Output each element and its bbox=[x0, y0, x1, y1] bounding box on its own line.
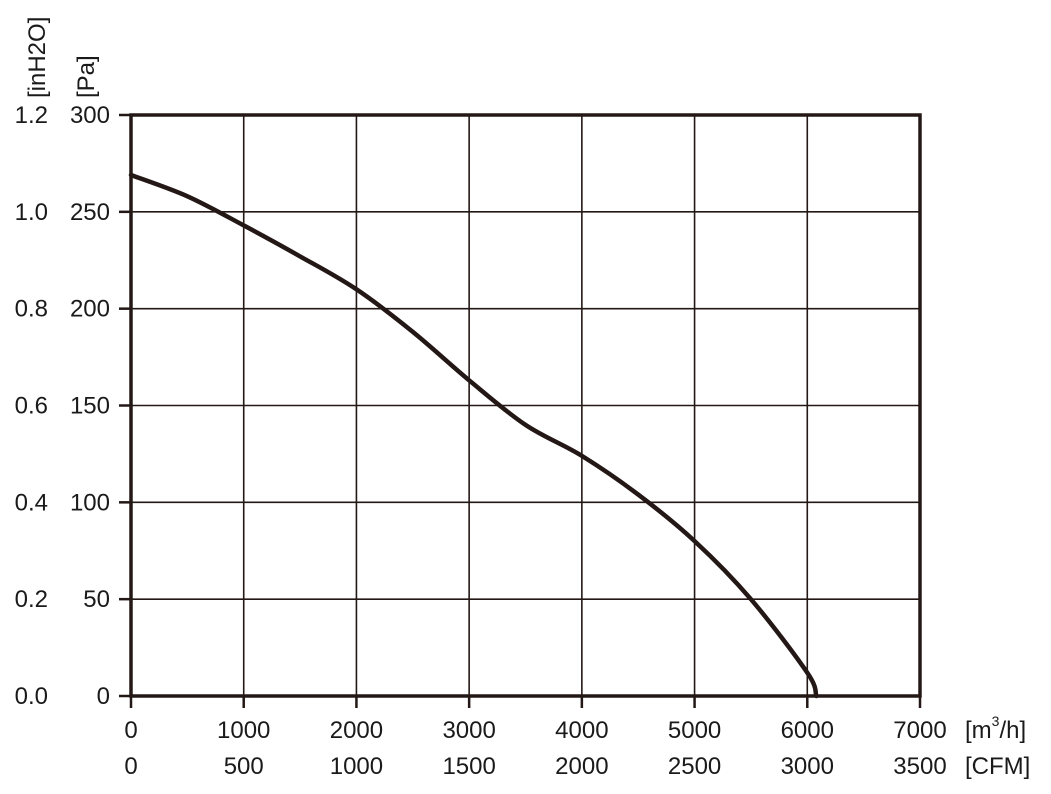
y-primary-tick-label: 200 bbox=[70, 296, 110, 323]
y-secondary-tick-label: 0.8 bbox=[15, 296, 48, 323]
x-primary-unit-label: [m3/h] bbox=[965, 713, 1026, 744]
x-secondary-tick-label: 1000 bbox=[330, 753, 383, 780]
x-secondary-tick-label: 2000 bbox=[555, 753, 608, 780]
y-secondary-tick-label: 1.2 bbox=[15, 102, 48, 129]
y-secondary-tick-label: 0.2 bbox=[15, 586, 48, 613]
x-secondary-tick-label: 2500 bbox=[668, 753, 721, 780]
y-primary-tick-label: 300 bbox=[70, 102, 110, 129]
x-secondary-tick-label: 1500 bbox=[442, 753, 495, 780]
grid bbox=[131, 115, 920, 696]
y-secondary-tick-label: 0.0 bbox=[15, 683, 48, 710]
x-secondary-tick-label: 3500 bbox=[893, 753, 946, 780]
x-secondary-tick-label: 3000 bbox=[781, 753, 834, 780]
y-primary-tick-label: 100 bbox=[70, 489, 110, 516]
y-primary-unit-label: [Pa] bbox=[73, 55, 100, 98]
x-primary-tick-label: 7000 bbox=[893, 717, 946, 744]
x-secondary-unit-label: [CFM] bbox=[965, 753, 1030, 780]
x-primary-tick-label: 3000 bbox=[442, 717, 495, 744]
y-secondary-tick-label: 1.0 bbox=[15, 199, 48, 226]
y-secondary-tick-label: 0.6 bbox=[15, 393, 48, 420]
x-primary-tick-label: 1000 bbox=[217, 717, 270, 744]
x-primary-tick-label: 0 bbox=[124, 717, 137, 744]
y-secondary-tick-label: 0.4 bbox=[15, 489, 48, 516]
x-primary-tick-label: 4000 bbox=[555, 717, 608, 744]
x-primary-tick-label: 6000 bbox=[781, 717, 834, 744]
y-primary-tick-label: 50 bbox=[83, 586, 110, 613]
x-primary-tick-label: 5000 bbox=[668, 717, 721, 744]
y-primary-tick-label: 150 bbox=[70, 393, 110, 420]
x-secondary-tick-label: 0 bbox=[124, 753, 137, 780]
series-line-pressure-curve bbox=[128, 172, 819, 699]
x-secondary-tick-label: 500 bbox=[224, 753, 264, 780]
x-primary-tick-label: 2000 bbox=[330, 717, 383, 744]
y-primary-tick-label: 250 bbox=[70, 199, 110, 226]
tick-marks bbox=[119, 113, 922, 708]
y-secondary-unit-label: [inH2O] bbox=[24, 17, 51, 98]
y-primary-tick-label: 0 bbox=[97, 683, 110, 710]
plot-frame bbox=[129, 113, 922, 698]
